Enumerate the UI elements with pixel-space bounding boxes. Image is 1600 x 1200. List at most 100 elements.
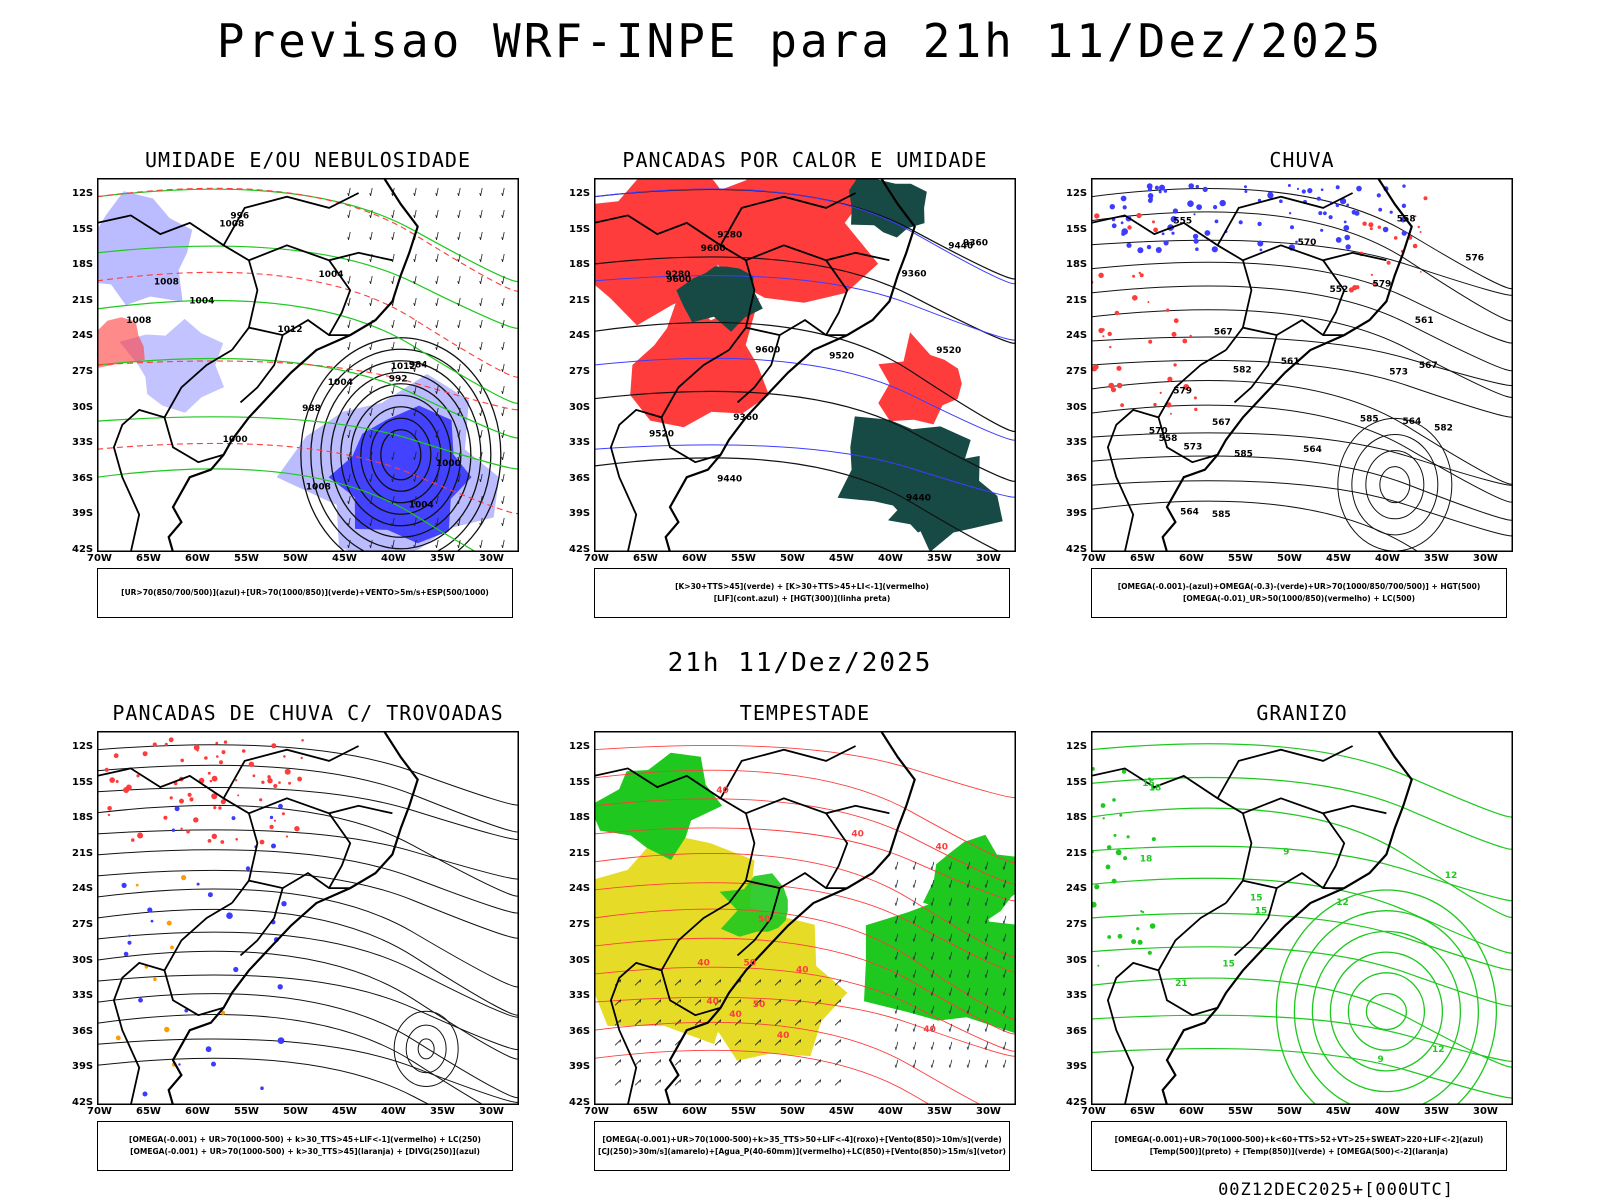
wind-vector [754, 1039, 762, 1046]
precip-area [1109, 204, 1115, 210]
storm-area [213, 806, 217, 810]
precip-area [1279, 199, 1283, 203]
country-border [248, 319, 351, 337]
precip-area [1352, 285, 1358, 291]
country-border [1242, 319, 1345, 337]
divergence-area [245, 866, 251, 871]
precip-area [1195, 247, 1199, 251]
lon-tick-label: 40W [1375, 553, 1400, 564]
thickness-contour [97, 188, 519, 283]
height-contour [1365, 450, 1425, 520]
wind-vector [913, 933, 917, 942]
wind-vector [1003, 1059, 1007, 1068]
wind-vector [502, 341, 505, 350]
lat-tick-label: 30S [569, 954, 591, 966]
wind-vector [931, 879, 935, 888]
lon-tick-label: 60W [185, 1106, 210, 1117]
country-border [1242, 872, 1345, 890]
temp850-contour [1094, 884, 1100, 890]
temp850-contour [1141, 910, 1145, 914]
lon-tick-label: 70W [584, 1106, 609, 1117]
country-border [328, 259, 352, 336]
contour-label: 555 [1173, 217, 1192, 227]
wind-vector [458, 363, 461, 372]
height-contour [1091, 432, 1513, 486]
wind-vector [614, 1059, 622, 1066]
streamline [405, 1024, 447, 1074]
precip-area [1170, 412, 1172, 415]
wind-vector [967, 1041, 971, 1050]
contour-label: 1008 [306, 483, 331, 493]
precip-area [1238, 220, 1243, 225]
precip-area [1147, 187, 1153, 192]
contour-label: 567 [1212, 418, 1231, 428]
storm-area [135, 883, 139, 887]
storm-area [168, 737, 174, 743]
precip-area [1320, 228, 1324, 232]
storm-area [223, 740, 228, 744]
lif-contour [594, 188, 1016, 285]
wind-vector [985, 987, 989, 996]
divergence-area [128, 934, 131, 937]
storm-area [221, 750, 226, 755]
divergence-area [138, 997, 143, 1003]
wind-vector [480, 363, 483, 372]
lon-tick-label: 35W [1424, 1106, 1449, 1117]
temp850-contour [1111, 878, 1117, 884]
pressure-contour [300, 337, 502, 552]
precip-area [1377, 225, 1381, 229]
wind-vector [414, 473, 417, 482]
legend-line: [CJ(250)>30m/s](amarelo)+[Agua_P(40-60mm… [598, 1147, 1006, 1156]
temp850-contour [1091, 807, 1513, 918]
temp850-contour [1347, 972, 1426, 1051]
wind-vector [458, 275, 461, 284]
pressure-contour [360, 406, 442, 504]
precip-area [1389, 210, 1393, 214]
wind-vector [348, 407, 351, 416]
lat-tick-label: 24S [1066, 883, 1088, 895]
temp850-contour [1131, 939, 1137, 945]
precip-area [1369, 227, 1373, 231]
wind-vector [913, 915, 917, 924]
height-contour [1379, 466, 1411, 504]
contour-label: 9 [1378, 1055, 1384, 1065]
legend-line: [LIF](cont.azul) + [HGT(300)](linha pret… [713, 594, 891, 603]
precip-area [1147, 301, 1150, 303]
convection-area [878, 332, 962, 425]
wind-vector [436, 209, 439, 218]
streamline [393, 1010, 459, 1087]
wind-vector [674, 1059, 682, 1066]
map-canvas [97, 731, 519, 1105]
lon-tick-label: 30W [479, 1106, 504, 1117]
legend-box: [OMEGA(-0.001)-(azul)+OMEGA(-0.3)-(verde… [1091, 568, 1507, 618]
lat-tick-label: 42S [569, 1097, 591, 1108]
lon-tick-label: 45W [1326, 553, 1351, 564]
wind-vector [502, 429, 505, 438]
divergence-area [233, 966, 239, 973]
wind-vector [774, 979, 782, 986]
water-contour [594, 798, 1016, 885]
precip-area [1132, 274, 1136, 278]
precip-area [1170, 216, 1177, 223]
contour-label: 576 [1465, 254, 1484, 264]
thickness-contour [97, 416, 519, 470]
wind-vector [714, 1059, 722, 1066]
precip-area [1346, 203, 1350, 207]
precip-area [1166, 308, 1170, 312]
wind-vector [458, 385, 461, 394]
storm-area [169, 796, 173, 800]
wind-vector [774, 1019, 782, 1026]
storm-area [207, 839, 212, 843]
lon-tick-label: 45W [1326, 1106, 1351, 1117]
storm-area [163, 815, 168, 820]
wind-vector [392, 209, 395, 218]
wind-vector [694, 1079, 702, 1086]
contour-label: 15 [1142, 779, 1155, 789]
storm-area [211, 775, 218, 782]
precip-area [1316, 196, 1321, 201]
precip-area [1159, 391, 1162, 394]
precip-area [1110, 387, 1117, 393]
wind-vector [634, 1079, 642, 1086]
storm-area [186, 829, 190, 834]
wind-vector [502, 231, 505, 240]
